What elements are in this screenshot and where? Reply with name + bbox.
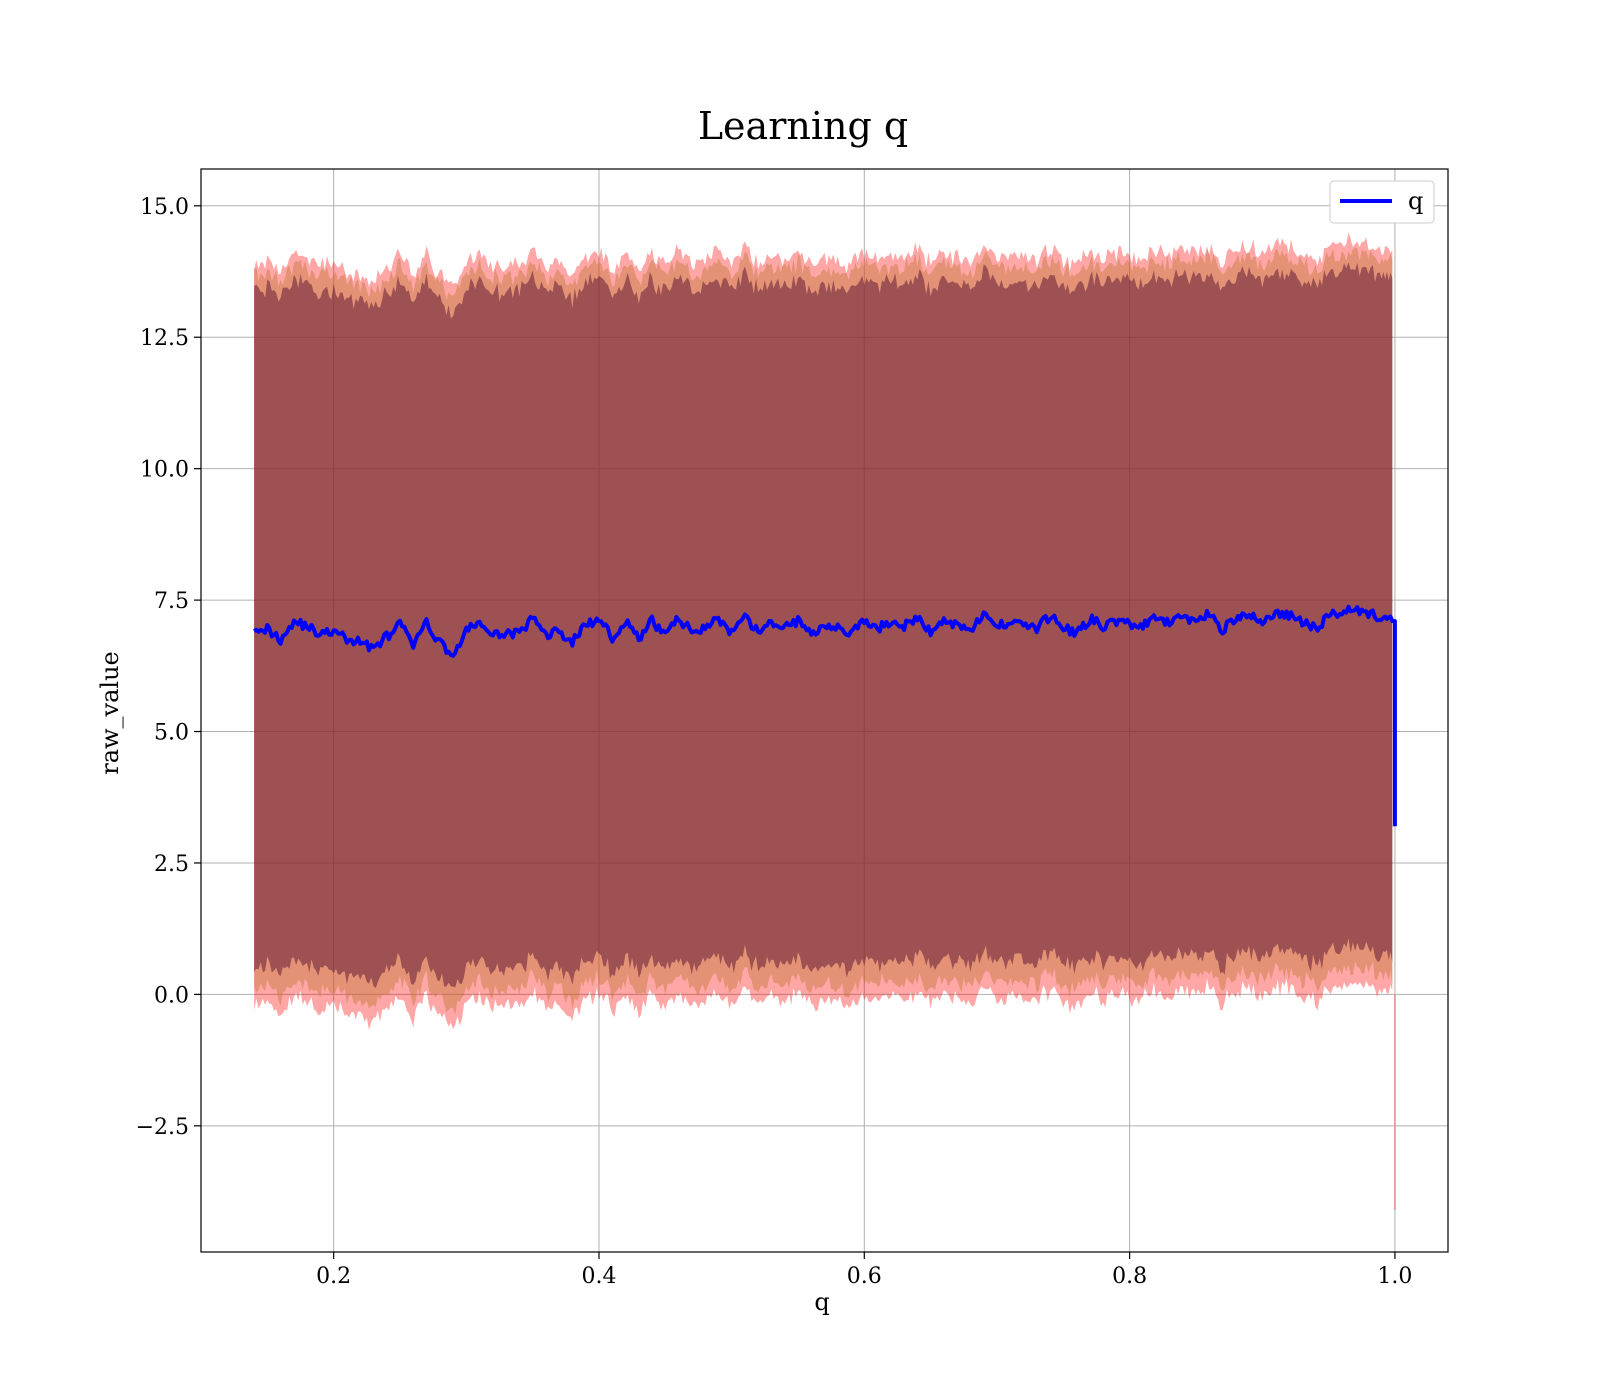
y-tick-label: 12.5 [140, 326, 189, 351]
x-axis-title: q [814, 1288, 829, 1316]
y-tick-label: −2.5 [136, 1115, 189, 1140]
series-line-q [253, 604, 1397, 827]
y-tick-label: 10.0 [140, 458, 189, 483]
x-tick-label: 0.4 [581, 1264, 616, 1289]
chart-title: Learning q [698, 104, 908, 148]
x-tick-label: 0.8 [1112, 1264, 1147, 1289]
y-tick-label: 7.5 [154, 589, 189, 614]
y-tick-label: 5.0 [154, 721, 189, 746]
x-tick-label: 0.2 [316, 1264, 351, 1289]
plot-frame [200, 168, 1449, 1253]
legend-label-q: q [1408, 187, 1423, 215]
x-tick-label: 1.0 [1377, 1264, 1412, 1289]
y-tick-label: 15.0 [140, 195, 189, 220]
confidence-bands [254, 232, 1396, 1210]
x-tick-label: 0.6 [847, 1264, 882, 1289]
y-axis-title: raw_value [96, 651, 124, 775]
legend: q [1329, 180, 1435, 224]
axis-ticks: 0.2 0.4 0.6 0.8 1.0 −2.5 0.0 2.5 5.0 7.5 10.0 12.5 1… [136, 195, 1413, 1289]
y-tick-label: 0.0 [154, 983, 189, 1008]
y-tick-label: 2.5 [154, 852, 189, 877]
series-layer [253, 604, 1397, 827]
